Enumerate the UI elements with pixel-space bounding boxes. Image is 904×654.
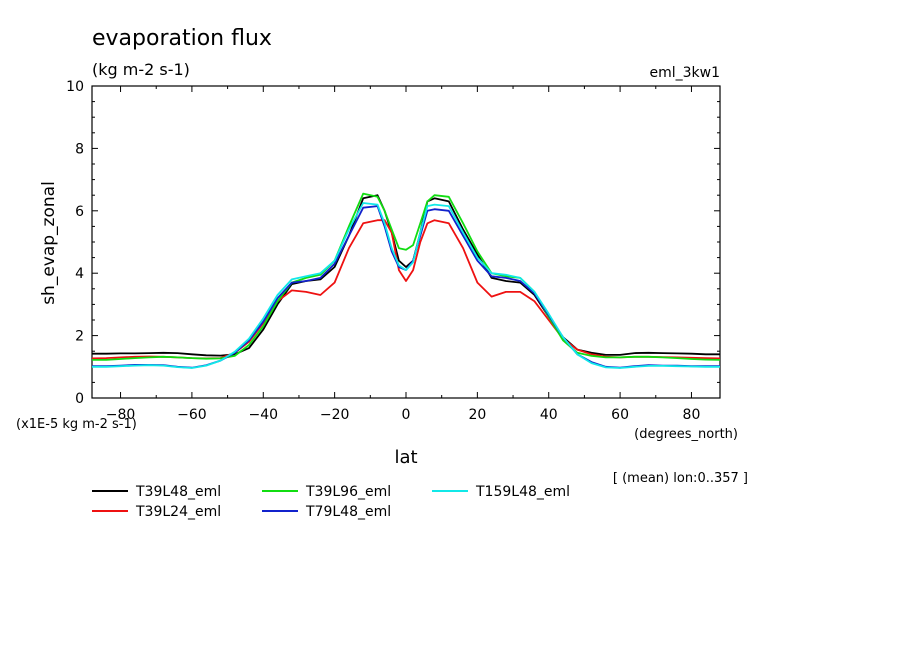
stats-note: [ (mean) lon:0..357 ] [613, 471, 748, 486]
y-tick-label: 0 [75, 391, 84, 407]
y-axis-label: sh_evap_zonal [39, 181, 59, 305]
legend-label: T159L48_eml [475, 484, 570, 500]
x-tick-label: 80 [683, 407, 701, 423]
x-tick-label: −80 [106, 407, 136, 423]
y-tick-label: 6 [75, 204, 84, 220]
legend-label: T79L48_eml [305, 504, 391, 520]
x-tick-label: 20 [468, 407, 486, 423]
x-tick-labels: −80 −60 −40 −20 0 20 40 60 80 [106, 407, 701, 423]
tick-marks [92, 85, 720, 399]
chart-subtitle: (kg m-2 s-1) [92, 60, 190, 79]
y-scale-note: (x1E-5 kg m-2 s-1) [16, 417, 137, 432]
legend-label: T39L96_eml [305, 484, 391, 500]
x-tick-label: −20 [320, 407, 350, 423]
y-tick-label: 2 [75, 329, 84, 345]
y-tick-labels: 0 2 4 6 8 10 [66, 79, 84, 407]
series-line-T39L48_eml [92, 194, 720, 357]
series-line-T39L24_eml [91, 219, 721, 360]
x-axis-units: (degrees_north) [634, 427, 738, 442]
experiment-label: eml_3kw1 [649, 65, 720, 81]
series-line-T39L96_eml [92, 192, 721, 361]
x-axis-label: lat [394, 447, 417, 468]
legend-label: T39L48_eml [135, 484, 221, 500]
x-tick-label: 40 [540, 407, 558, 423]
series-lines [91, 192, 721, 369]
legend-label: T39L24_eml [135, 504, 221, 520]
y-tick-label: 10 [66, 79, 84, 95]
series-line-T159L48_eml [92, 202, 720, 369]
series-line-T79L48_eml [92, 205, 720, 369]
x-tick-label: −40 [248, 407, 278, 423]
x-tick-label: 0 [402, 407, 411, 423]
legend: T39L48_eml T39L24_eml T39L96_eml T79L48_eml… [92, 484, 570, 520]
y-tick-label: 8 [75, 141, 84, 157]
chart-title: evaporation flux [92, 26, 272, 51]
plot-frame [91, 85, 721, 399]
x-tick-label: −60 [177, 407, 207, 423]
y-tick-label: 4 [75, 266, 84, 282]
x-tick-label: 60 [611, 407, 629, 423]
